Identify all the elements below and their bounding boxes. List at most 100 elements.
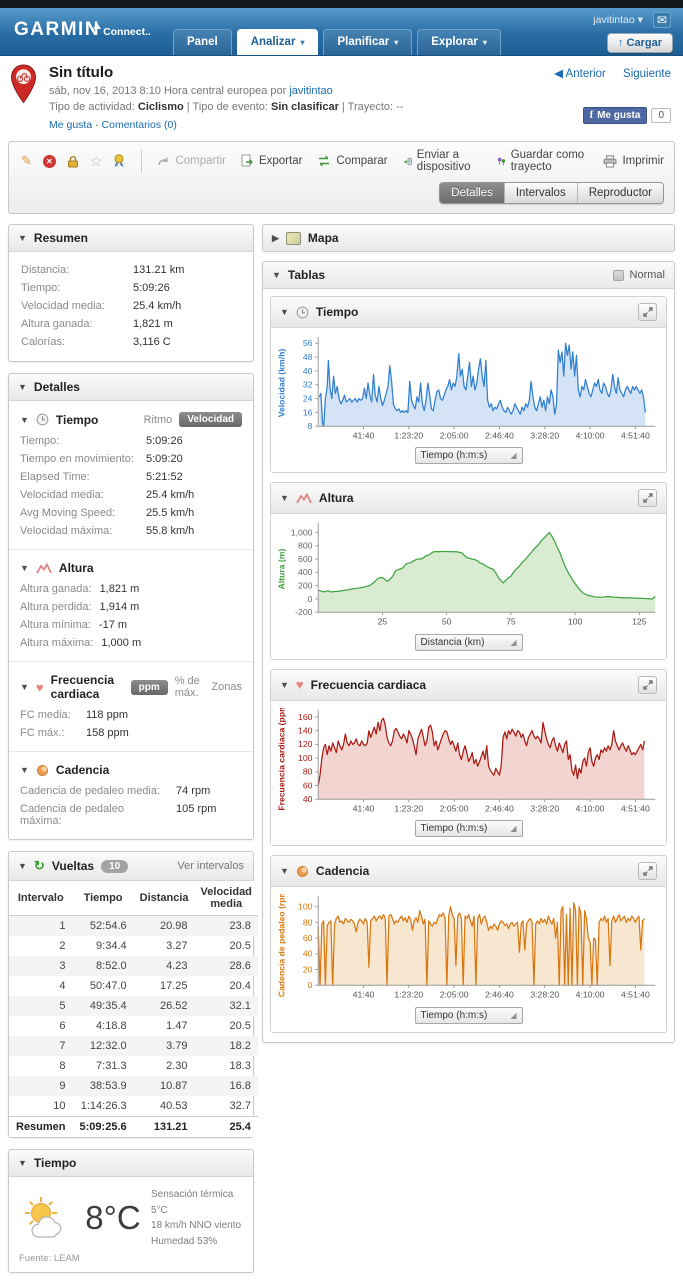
garmin-logo[interactable]: GARMIN Connect..: [14, 19, 151, 41]
x-axis-selector[interactable]: Tiempo (h:m:s) ◢: [414, 820, 523, 838]
like-link[interactable]: Me gusta: [49, 119, 93, 131]
table-row[interactable]: 2 9:34.4 3.27 20.5: [59, 940, 251, 952]
expand-chart-button[interactable]: [638, 489, 657, 508]
table-row[interactable]: 3 8:52.0 4.23 28.6: [9, 956, 258, 976]
elevation-chart[interactable]: -200 0 200 400 600 800 1,000 25 50 75 100 125 Altura…: [274, 521, 663, 630]
expand-chart-button[interactable]: [638, 675, 657, 694]
print-button[interactable]: Imprimir: [603, 154, 664, 168]
star-icon[interactable]: ☆: [89, 152, 103, 169]
upload-button[interactable]: ↑ Cargar: [606, 33, 673, 53]
collapse-icon[interactable]: ▼: [272, 270, 281, 280]
tab-reproductor[interactable]: Reproductor: [576, 183, 663, 203]
export-button[interactable]: Exportar: [241, 154, 302, 168]
svg-text:100: 100: [298, 753, 313, 763]
send-to-device-icon: [403, 157, 412, 165]
up-arrow-icon: ↑: [617, 37, 624, 49]
table-row[interactable]: 9 38:53.9 10.87 16.8: [9, 1076, 258, 1096]
x-axis-selector[interactable]: Tiempo (h:m:s) ◢: [414, 1006, 523, 1024]
collapse-icon[interactable]: ▼: [20, 765, 29, 775]
expand-chart-button[interactable]: [638, 303, 657, 321]
delete-icon[interactable]: ✕: [42, 154, 56, 168]
normal-label: Normal: [629, 269, 665, 281]
heartrate-chart-section: ▼ ♥ Frecuencia cardiaca 40 60 80 100 120 140 1…: [270, 668, 667, 847]
svg-text:56: 56: [303, 338, 313, 348]
table-row[interactable]: 5 49:35.4 26.52 32.1: [9, 996, 258, 1016]
award-icon[interactable]: [113, 154, 125, 168]
share-icon: [158, 156, 169, 165]
collapse-icon[interactable]: ▼: [20, 563, 29, 573]
send-to-device-button[interactable]: Enviar a dispositivo: [403, 149, 483, 173]
nav-tab-panel[interactable]: Panel: [173, 29, 232, 55]
table-row[interactable]: 6 4:18.8 1.47 20.5: [59, 1020, 251, 1032]
x-axis-selector[interactable]: Distancia (km) ◢: [414, 633, 523, 651]
user-menu[interactable]: javitintao ▾: [593, 14, 643, 26]
svg-text:48: 48: [303, 352, 313, 362]
velocidad-toggle[interactable]: Velocidad: [179, 412, 242, 427]
next-activity-link[interactable]: Siguiente: [623, 68, 671, 80]
activity-title: Sin título: [49, 64, 114, 81]
zones-toggle[interactable]: Zonas: [211, 681, 242, 693]
table-row[interactable]: 4 50:47.0 17.25 20.4: [59, 980, 251, 992]
svg-text:20: 20: [303, 965, 313, 975]
cadence-chart[interactable]: 0 20 40 60 80 100 41:40 1:23:20 2:05:00 2:46:40 3:…: [274, 894, 663, 1003]
tab-detalles[interactable]: Detalles: [440, 183, 504, 203]
table-row[interactable]: 1 52:54.6 20.98 23.8: [9, 915, 258, 936]
normal-view-checkbox[interactable]: [612, 269, 624, 281]
svg-text:25: 25: [378, 617, 388, 627]
collapse-icon[interactable]: ▼: [18, 1158, 27, 1168]
detail-row: Cadencia de pedaleo máxima: 105 rpm: [20, 803, 217, 827]
previous-activity-link[interactable]: ◀ Anterior: [554, 68, 606, 80]
activity-summary-bar: Sin título sáb, nov 16, 2013 8:10 Hora c…: [0, 56, 683, 137]
nav-tab-analizar[interactable]: Analizar ▾: [236, 29, 319, 55]
svg-text:200: 200: [298, 581, 313, 591]
chart-title: Cadencia: [315, 864, 370, 879]
percent-max-toggle[interactable]: % de máx.: [174, 675, 200, 699]
collapse-icon[interactable]: ▼: [280, 307, 289, 317]
elevation-icon: [36, 562, 52, 573]
view-intervals-link[interactable]: Ver intervalos: [177, 860, 244, 872]
mail-icon[interactable]: ✉: [652, 12, 671, 28]
svg-text:75: 75: [506, 617, 516, 627]
svg-text:1,000: 1,000: [291, 528, 313, 538]
collapse-icon[interactable]: ▼: [280, 866, 289, 877]
tab-intervalos[interactable]: Intervalos: [503, 183, 577, 203]
svg-text:140: 140: [298, 725, 313, 735]
ritmo-toggle[interactable]: Ritmo: [143, 413, 173, 426]
edit-icon[interactable]: ✎: [21, 153, 32, 168]
table-row[interactable]: 7 12:32.0 3.79 18.2: [9, 1036, 258, 1056]
collapse-icon[interactable]: ▼: [18, 861, 27, 871]
velocity-chart[interactable]: 8 16 24 32 40 48 56 41:40 1:23:20 2:05:00 2:46:40 3…: [274, 335, 663, 444]
column-header[interactable]: Distancia: [133, 881, 195, 916]
column-header[interactable]: Intervalo: [9, 881, 73, 916]
collapse-icon[interactable]: ▼: [280, 679, 289, 690]
column-header[interactable]: Tiempo: [72, 881, 134, 916]
laps-icon: ↻: [33, 858, 45, 873]
save-as-course-button[interactable]: Guardar como trayecto: [497, 149, 588, 173]
collapse-icon[interactable]: ▼: [280, 493, 289, 504]
expand-collapsed-icon[interactable]: ▶: [272, 232, 279, 243]
collapse-icon[interactable]: ▼: [18, 382, 27, 392]
collapse-icon[interactable]: ▼: [18, 233, 27, 243]
compare-button[interactable]: Comparar: [317, 155, 388, 167]
x-axis-selector[interactable]: Tiempo (h:m:s) ◢: [414, 447, 523, 465]
heartrate-chart[interactable]: 40 60 80 100 120 140 160 41:40 1:23:20 2:05:00 2:4…: [274, 708, 663, 817]
collapse-icon[interactable]: ▼: [20, 414, 29, 425]
facebook-icon: f: [589, 110, 594, 121]
nav-tab-explorar[interactable]: Explorar ▾: [417, 29, 501, 55]
svg-text:3:28:20: 3:28:20: [530, 431, 559, 441]
comments-link[interactable]: Comentarios (0): [101, 119, 177, 131]
collapse-icon[interactable]: ▼: [20, 682, 29, 692]
table-row[interactable]: 10 1:14:26.3 40.53 32.7: [53, 1100, 251, 1112]
activity-pin-icon: [10, 64, 37, 104]
column-header[interactable]: Velocidad media: [194, 881, 258, 916]
lock-icon[interactable]: [67, 155, 79, 168]
facebook-like-button[interactable]: f Me gusta: [582, 107, 648, 124]
nav-tab-planificar[interactable]: Planificar ▾: [323, 29, 413, 55]
table-row[interactable]: 8 7:31.3 2.30 18.3: [59, 1060, 251, 1072]
chevron-down-icon: ▾: [482, 37, 487, 47]
chevron-down-icon: ▾: [300, 37, 305, 47]
expand-chart-button[interactable]: [638, 862, 657, 881]
author-link[interactable]: javitintao: [289, 85, 333, 97]
ppm-toggle[interactable]: ppm: [130, 679, 168, 695]
share-button[interactable]: Compartir: [157, 155, 226, 168]
